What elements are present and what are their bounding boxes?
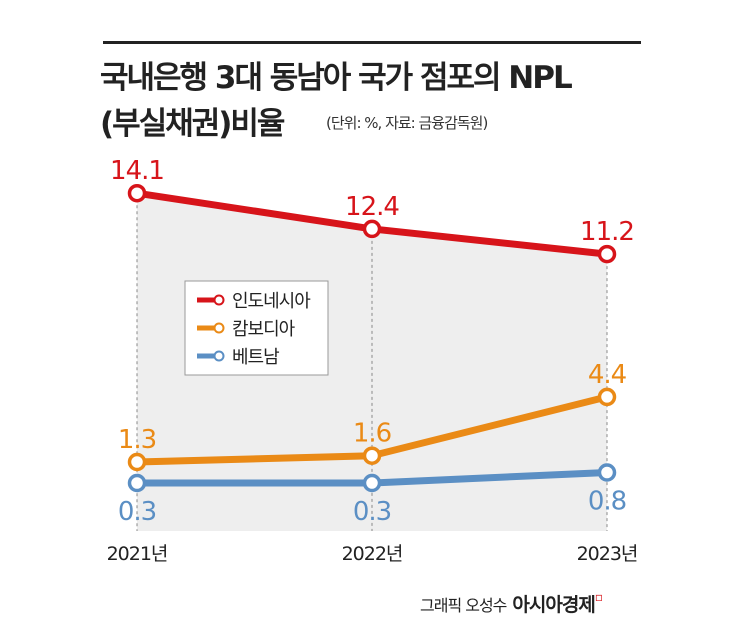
credit: 그래픽 오성수 아시아경제▫ bbox=[420, 590, 603, 617]
data-point bbox=[597, 463, 617, 482]
x-tick-label: 2023년 bbox=[577, 543, 638, 565]
legend-swatch-marker bbox=[213, 294, 225, 306]
data-point bbox=[362, 446, 382, 465]
data-point bbox=[362, 473, 382, 493]
data-label: 12.4 bbox=[345, 192, 399, 222]
data-point bbox=[597, 387, 617, 407]
x-tick-label: 2021년 bbox=[107, 543, 168, 565]
data-point bbox=[127, 183, 147, 203]
brand-logo: 아시아경제 bbox=[512, 594, 595, 616]
legend-swatch-marker bbox=[213, 350, 225, 362]
data-point bbox=[127, 452, 147, 472]
data-point bbox=[127, 473, 147, 493]
x-tick-label: 2022년 bbox=[342, 543, 403, 565]
data-point bbox=[597, 244, 617, 264]
data-label: 1.3 bbox=[118, 425, 156, 455]
legend-label: 베트남 bbox=[232, 347, 279, 368]
data-label: 11.2 bbox=[580, 217, 634, 247]
data-point bbox=[362, 219, 382, 239]
data-label: 0.8 bbox=[588, 487, 626, 517]
data-label: 4.4 bbox=[588, 360, 627, 390]
data-label: 0.3 bbox=[118, 497, 156, 527]
data-label: 0.3 bbox=[353, 497, 391, 527]
chart-title-line1: 국내은행 3대 동남아 국가 점포의 NPL bbox=[100, 60, 573, 96]
title-rule bbox=[103, 41, 641, 44]
graphic-credit: 그래픽 오성수 bbox=[420, 596, 507, 615]
chart-title-line2: (부실채권)비율 bbox=[100, 106, 285, 142]
legend-swatch-marker bbox=[213, 322, 225, 334]
unit-source-note: (단위: %, 자료: 금융감독원) bbox=[326, 114, 488, 132]
data-label: 1.6 bbox=[353, 419, 391, 449]
data-label: 14.1 bbox=[110, 156, 164, 186]
legend-label: 캄보디아 bbox=[232, 319, 296, 340]
brand-mark-icon: ▫ bbox=[594, 590, 603, 604]
legend-label: 인도네시아 bbox=[232, 291, 311, 312]
